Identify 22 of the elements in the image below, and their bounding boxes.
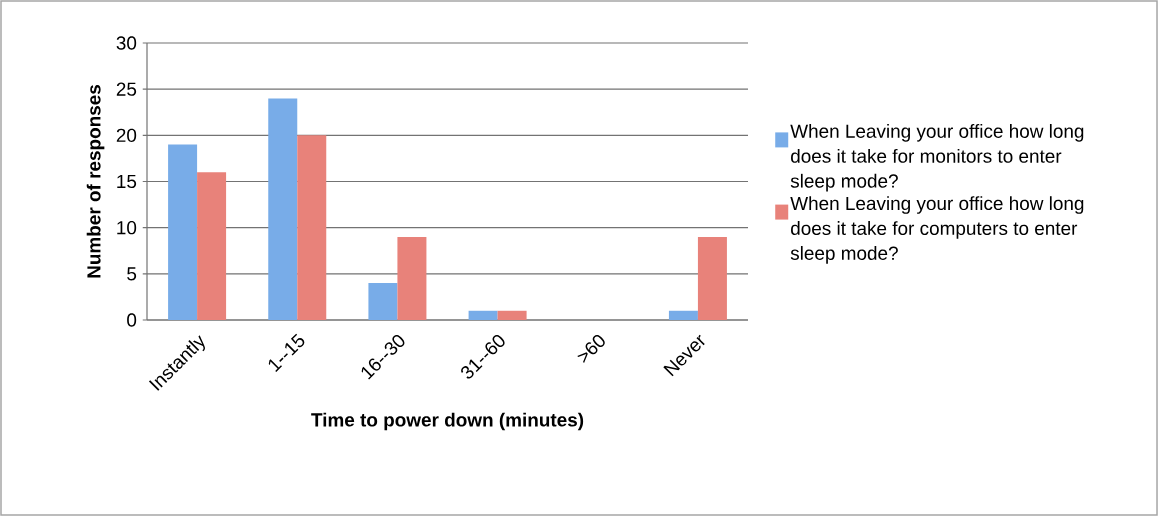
y-tick-label: 20 bbox=[116, 128, 137, 143]
y-axis-title: Number of responses bbox=[86, 85, 105, 278]
bar bbox=[168, 144, 198, 320]
bar bbox=[197, 172, 227, 320]
bar bbox=[468, 310, 498, 320]
bar bbox=[268, 98, 298, 320]
bar bbox=[368, 283, 398, 320]
y-tick-label: 0 bbox=[127, 313, 137, 327]
y-tick-label: 25 bbox=[116, 82, 137, 96]
x-axis-title: Time to power down (minutes) bbox=[311, 412, 584, 431]
bar bbox=[668, 310, 698, 320]
y-tick-label: 5 bbox=[127, 267, 137, 281]
y-tick-label: 15 bbox=[117, 174, 137, 189]
bar bbox=[697, 236, 727, 320]
bar bbox=[497, 310, 527, 320]
bar bbox=[397, 236, 427, 320]
x-tick-label: >60 bbox=[577, 334, 605, 363]
legend-label: When Leaving your office how long does it take for computers to enter sleep mode? bbox=[790, 196, 1084, 264]
y-tick-label: 30 bbox=[116, 36, 137, 50]
legend-label: When Leaving your office how long does it take for monitors to enter sleep mode? bbox=[790, 124, 1084, 192]
y-tick-label: 10 bbox=[117, 220, 137, 235]
bar bbox=[297, 135, 327, 320]
